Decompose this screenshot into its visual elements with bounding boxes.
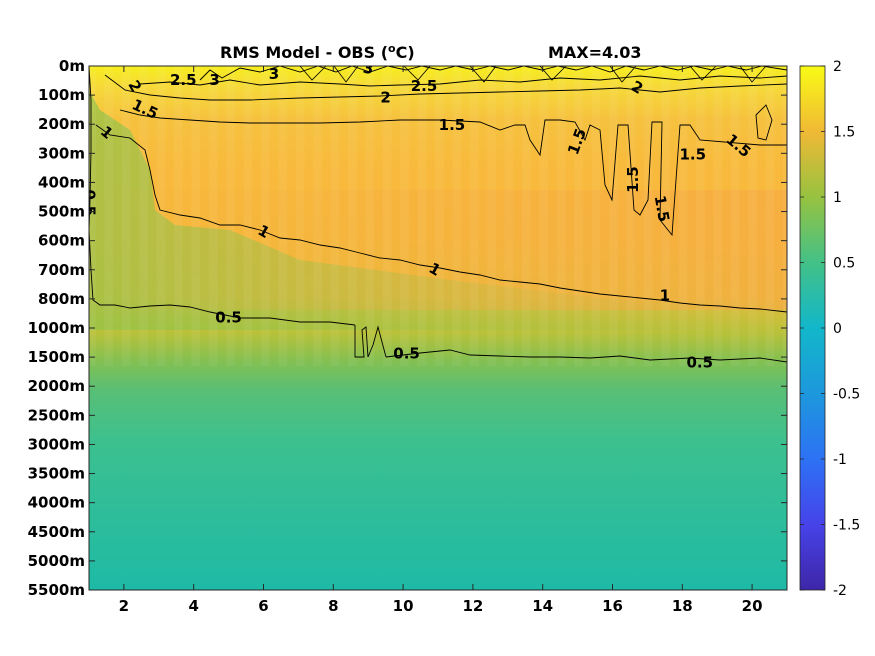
y-tick-label: 600m	[38, 232, 85, 250]
y-tick-label: 400m	[38, 173, 85, 191]
contour-line-2	[104, 74, 787, 101]
y-tick-label: 200m	[38, 115, 85, 133]
contour-line-0.5-left	[89, 66, 356, 326]
y-tick-label: 4000m	[28, 494, 85, 512]
chart-title-text: RMS Model - OBS (	[220, 43, 388, 62]
contour-label: 0.5	[81, 190, 99, 217]
colorbar-ticks: 2 1.5 1 0.5 0 -0.5 -1 -1.5 -2	[800, 59, 860, 599]
y-tick-label: 1000m	[28, 319, 85, 337]
x-tick-label: 20	[742, 597, 763, 615]
x-tick-label: 2	[119, 597, 129, 615]
contour-label: 0.5	[215, 308, 242, 326]
contour-label: 3	[362, 59, 375, 79]
colorbar-tick-label: 0	[833, 321, 842, 337]
colorbar-tick-label: -0.5	[833, 387, 860, 403]
colorbar-tick-label: 1.5	[833, 125, 855, 141]
y-tick-label: 5000m	[28, 552, 85, 570]
colorbar-tick-label: -1	[833, 452, 847, 468]
contour-label: 3	[209, 71, 219, 89]
y-tick-label: 5500m	[28, 581, 85, 599]
x-tick-label: 10	[393, 597, 414, 615]
contour-line-1.5-island	[755, 104, 773, 141]
x-tick-label: 14	[532, 597, 553, 615]
contour-label: 3	[269, 65, 279, 83]
heatmap-column-texture	[89, 66, 787, 366]
chart-title-superscript: o	[388, 42, 396, 55]
chart-title-unit: C)	[396, 43, 415, 62]
contour-line-1	[95, 124, 787, 313]
y-tick-label: 2000m	[28, 377, 85, 395]
x-tick-label: 12	[462, 597, 483, 615]
y-tick-label: 3500m	[28, 465, 85, 483]
y-axis: 0m 100m 200m 300m 400m 500m 600m 700m 800m 1000m 1…	[28, 57, 787, 599]
y-tick-label: 2500m	[28, 406, 85, 424]
contour-label: 2	[380, 89, 390, 107]
colorbar-tick-label: -1.5	[833, 518, 860, 534]
contour-label: 0.5	[393, 345, 420, 363]
contour-label: 1	[660, 286, 670, 304]
contour-line-1.5	[119, 109, 787, 237]
contour-line-3	[199, 66, 787, 81]
colorbar	[799, 65, 826, 591]
y-tick-label: 4500m	[28, 523, 85, 541]
x-tick-label: 18	[672, 597, 693, 615]
contour-labels: 2 2.5 3 3 32.52 21.51.51.51.51.51.5 1.511110.5…	[81, 59, 754, 371]
contour-line-0.5-right	[385, 349, 787, 363]
y-tick-label: 3000m	[28, 435, 85, 453]
x-tick-label: 6	[258, 597, 268, 615]
y-tick-label: 1500m	[28, 348, 85, 366]
contour-label: 2.5	[411, 77, 438, 95]
contour-label: 1.5	[624, 166, 642, 193]
colorbar-tick-label: 2	[833, 59, 842, 75]
y-tick-label: 700m	[38, 261, 85, 279]
contour-label: 1.5	[679, 145, 706, 163]
x-tick-label: 4	[188, 597, 198, 615]
y-tick-label: 300m	[38, 144, 85, 162]
contour-label: 0.5	[686, 353, 713, 371]
contour-line-3-waves	[299, 66, 767, 83]
contour-line-2.5	[139, 75, 787, 87]
colorbar-tick-label: 0.5	[833, 256, 855, 272]
contour-label: 1.5	[651, 194, 673, 223]
contour-line-0.5-bump	[354, 325, 387, 358]
y-tick-label: 800m	[38, 290, 85, 308]
plot-area: 2 2.5 3 3 32.52 21.51.51.51.51.51.5 1.511110.5…	[81, 59, 787, 590]
x-tick-label: 8	[328, 597, 338, 615]
contour-label: 1.5	[439, 116, 466, 134]
max-label: MAX=4.03	[548, 43, 642, 62]
colorbar-tick-label: 1	[833, 190, 842, 206]
colorbar-tick-label: -2	[833, 583, 847, 599]
chart-title: RMS Model - OBS (oC)	[220, 42, 415, 62]
y-tick-label: 100m	[38, 86, 85, 104]
y-tick-label: 0m	[59, 57, 85, 75]
y-tick-label: 500m	[38, 203, 85, 221]
x-tick-label: 16	[602, 597, 623, 615]
contour-label: 2.5	[170, 71, 197, 89]
x-axis: 2 4 6 8 10 12 14 16 18 20	[119, 66, 763, 615]
